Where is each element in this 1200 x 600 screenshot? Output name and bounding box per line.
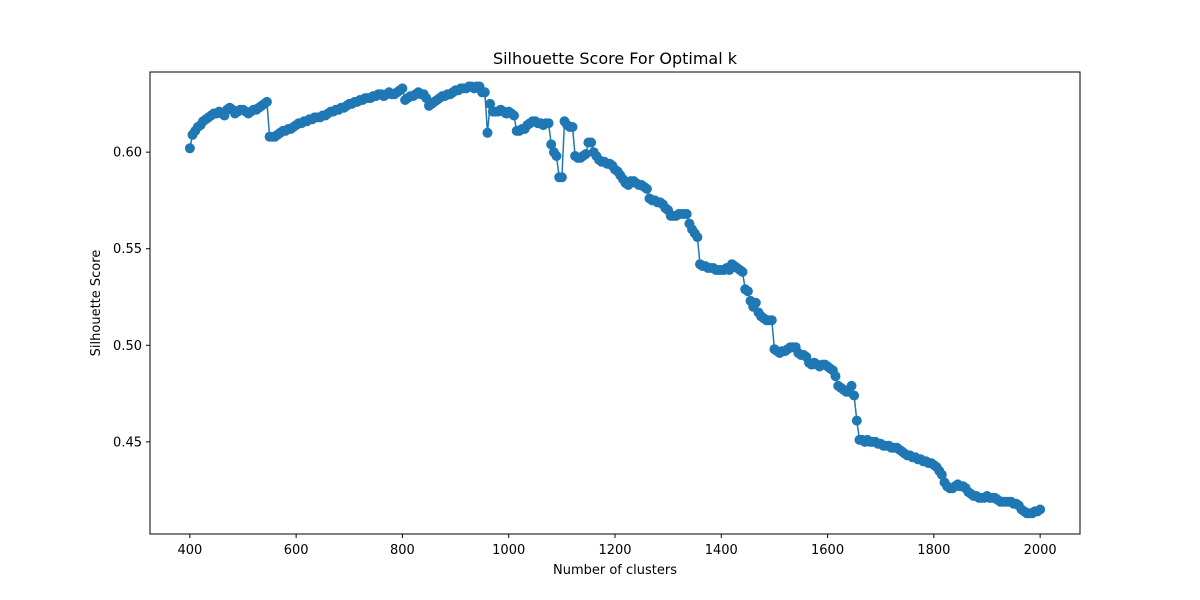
data-point bbox=[397, 83, 408, 94]
data-point bbox=[509, 110, 519, 121]
y-tick-label: 0.45 bbox=[113, 435, 142, 450]
data-point bbox=[482, 127, 493, 138]
data-point bbox=[692, 232, 703, 243]
x-tick-label: 1600 bbox=[811, 543, 844, 558]
y-tick-label: 0.60 bbox=[113, 146, 142, 161]
data-point bbox=[830, 371, 841, 382]
x-axis-label: Number of clusters bbox=[553, 563, 677, 578]
x-tick-label: 1200 bbox=[598, 543, 631, 558]
data-point bbox=[936, 469, 947, 480]
data-point bbox=[750, 297, 761, 308]
x-tick-label: 1800 bbox=[917, 543, 950, 558]
x-tick-label: 1400 bbox=[705, 543, 738, 558]
data-point bbox=[742, 286, 753, 297]
plot-area-frame bbox=[149, 71, 1081, 535]
data-point bbox=[641, 183, 652, 194]
data-point bbox=[546, 139, 557, 150]
data-point bbox=[851, 415, 862, 426]
chart-title: Silhouette Score For Optimal k bbox=[493, 49, 738, 68]
data-point bbox=[556, 172, 567, 183]
x-tick-label: 400 bbox=[177, 543, 202, 558]
data-point bbox=[846, 380, 857, 391]
data-point bbox=[485, 98, 496, 109]
data-point bbox=[551, 151, 562, 161]
y-axis: 0.45 0.50 0.55 0.60 bbox=[113, 146, 150, 450]
x-tick-label: 2000 bbox=[1024, 543, 1057, 558]
data-point bbox=[586, 137, 597, 148]
data-point bbox=[543, 118, 554, 129]
data-point bbox=[567, 122, 578, 132]
data-point bbox=[849, 390, 860, 401]
x-tick-label: 600 bbox=[284, 543, 309, 558]
y-tick-label: 0.55 bbox=[113, 242, 142, 257]
y-tick-label: 0.50 bbox=[113, 339, 142, 354]
data-point bbox=[737, 266, 748, 277]
data-point bbox=[681, 209, 692, 219]
x-tick-label: 800 bbox=[390, 543, 415, 558]
data-point bbox=[580, 149, 591, 160]
data-point bbox=[1035, 504, 1046, 515]
x-tick-label: 1000 bbox=[492, 543, 525, 558]
data-point bbox=[184, 143, 195, 154]
data-point bbox=[766, 315, 777, 326]
data-point bbox=[261, 96, 272, 107]
x-axis: 400 600 800 1000 1200 1400 1600 1800 2000 bbox=[177, 534, 1057, 558]
data-point-group bbox=[184, 81, 1046, 519]
y-axis-label: Silhouette Score bbox=[89, 250, 104, 357]
data-point bbox=[479, 87, 490, 98]
